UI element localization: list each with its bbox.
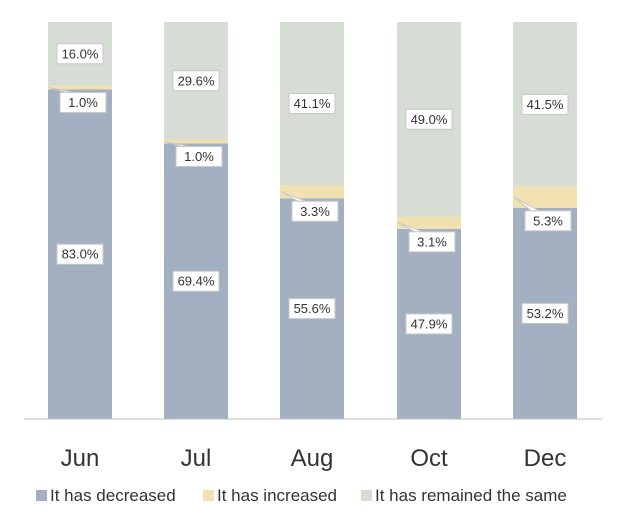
data-label-dec-it-has-remained-the-same: 41.5% xyxy=(521,93,569,115)
data-label-oct-it-has-decreased: 47.9% xyxy=(405,313,453,335)
data-label-text: 3.1% xyxy=(417,234,447,249)
category-label-oct: Oct xyxy=(410,445,448,472)
label-box xyxy=(175,145,223,167)
data-label-text: 1.0% xyxy=(68,95,98,110)
category-label-aug: Aug xyxy=(291,445,334,472)
data-label-text: 29.6% xyxy=(178,73,215,88)
label-box xyxy=(521,93,569,115)
bar-segment-dec-it-has-increased xyxy=(513,186,577,208)
legend-label: It has decreased xyxy=(50,486,176,505)
data-label-aug-it-has-decreased: 55.6% xyxy=(288,298,336,320)
label-box xyxy=(56,243,104,265)
legend-swatch xyxy=(36,490,47,501)
legend-item-it-has-decreased: It has decreased xyxy=(36,486,176,505)
data-label-text: 55.6% xyxy=(294,301,331,316)
data-label-aug-it-has-increased: 3.3% xyxy=(280,191,339,222)
bar-segment-aug-it-has-increased xyxy=(280,185,344,199)
label-box xyxy=(524,210,572,232)
legend-label: It has increased xyxy=(217,486,337,505)
data-label-jul-it-has-remained-the-same: 29.6% xyxy=(172,70,220,92)
label-box xyxy=(56,43,104,65)
legend-item-it-has-increased: It has increased xyxy=(203,486,337,505)
data-label-text: 41.5% xyxy=(527,97,564,112)
data-label-jun-it-has-increased: 1.0% xyxy=(48,87,107,113)
data-label-dec-it-has-increased: 5.3% xyxy=(513,196,572,232)
category-label-jul: Jul xyxy=(181,445,212,472)
legend-item-it-has-remained-the-same: It has remained the same xyxy=(361,486,567,505)
legend: It has decreased It has increased It has r… xyxy=(36,486,567,505)
data-label-text: 49.0% xyxy=(411,112,448,127)
category-label-jun: Jun xyxy=(61,445,100,472)
label-box xyxy=(59,91,107,113)
data-label-jun-it-has-remained-the-same: 16.0% xyxy=(56,43,104,65)
label-box xyxy=(288,298,336,320)
legend-label: It has remained the same xyxy=(375,486,567,505)
data-label-jun-it-has-decreased: 83.0% xyxy=(56,243,104,265)
legend-swatch xyxy=(361,490,372,501)
data-label-text: 69.4% xyxy=(178,274,215,289)
data-label-dec-it-has-decreased: 53.2% xyxy=(521,302,569,324)
label-box xyxy=(288,93,336,115)
data-label-jul-it-has-decreased: 69.4% xyxy=(172,270,220,292)
data-label-oct-it-has-remained-the-same: 49.0% xyxy=(405,108,453,130)
label-box xyxy=(291,200,339,222)
bar-segment-jun-it-has-increased xyxy=(48,85,112,90)
legend-swatch xyxy=(203,490,214,501)
label-box xyxy=(405,108,453,130)
bar-segment-jul-it-has-increased xyxy=(164,139,228,144)
label-box xyxy=(172,270,220,292)
label-box xyxy=(172,70,220,92)
data-label-aug-it-has-remained-the-same: 41.1% xyxy=(288,93,336,115)
data-label-text: 83.0% xyxy=(62,247,99,262)
data-label-text: 47.9% xyxy=(411,316,448,331)
category-labels: Jun Jul Aug Oct Dec xyxy=(61,445,567,472)
data-label-text: 16.0% xyxy=(62,46,99,61)
bar-segment-oct-it-has-increased xyxy=(397,216,461,229)
data-label-text: 5.3% xyxy=(533,213,563,228)
data-label-text: 53.2% xyxy=(527,306,564,321)
data-label-text: 1.0% xyxy=(184,149,214,164)
category-label-dec: Dec xyxy=(524,445,567,472)
data-labels-layer: 83.0% 1.0% 16.0% 69.4% 1.0% 29.6% 55.6% 3.3% 41.… xyxy=(48,43,572,335)
data-label-text: 41.1% xyxy=(294,96,331,111)
data-label-text: 3.3% xyxy=(300,204,330,219)
label-box xyxy=(521,302,569,324)
label-box xyxy=(405,313,453,335)
label-box xyxy=(408,231,456,253)
data-label-jul-it-has-increased: 1.0% xyxy=(164,141,223,167)
data-label-oct-it-has-increased: 3.1% xyxy=(397,222,456,253)
